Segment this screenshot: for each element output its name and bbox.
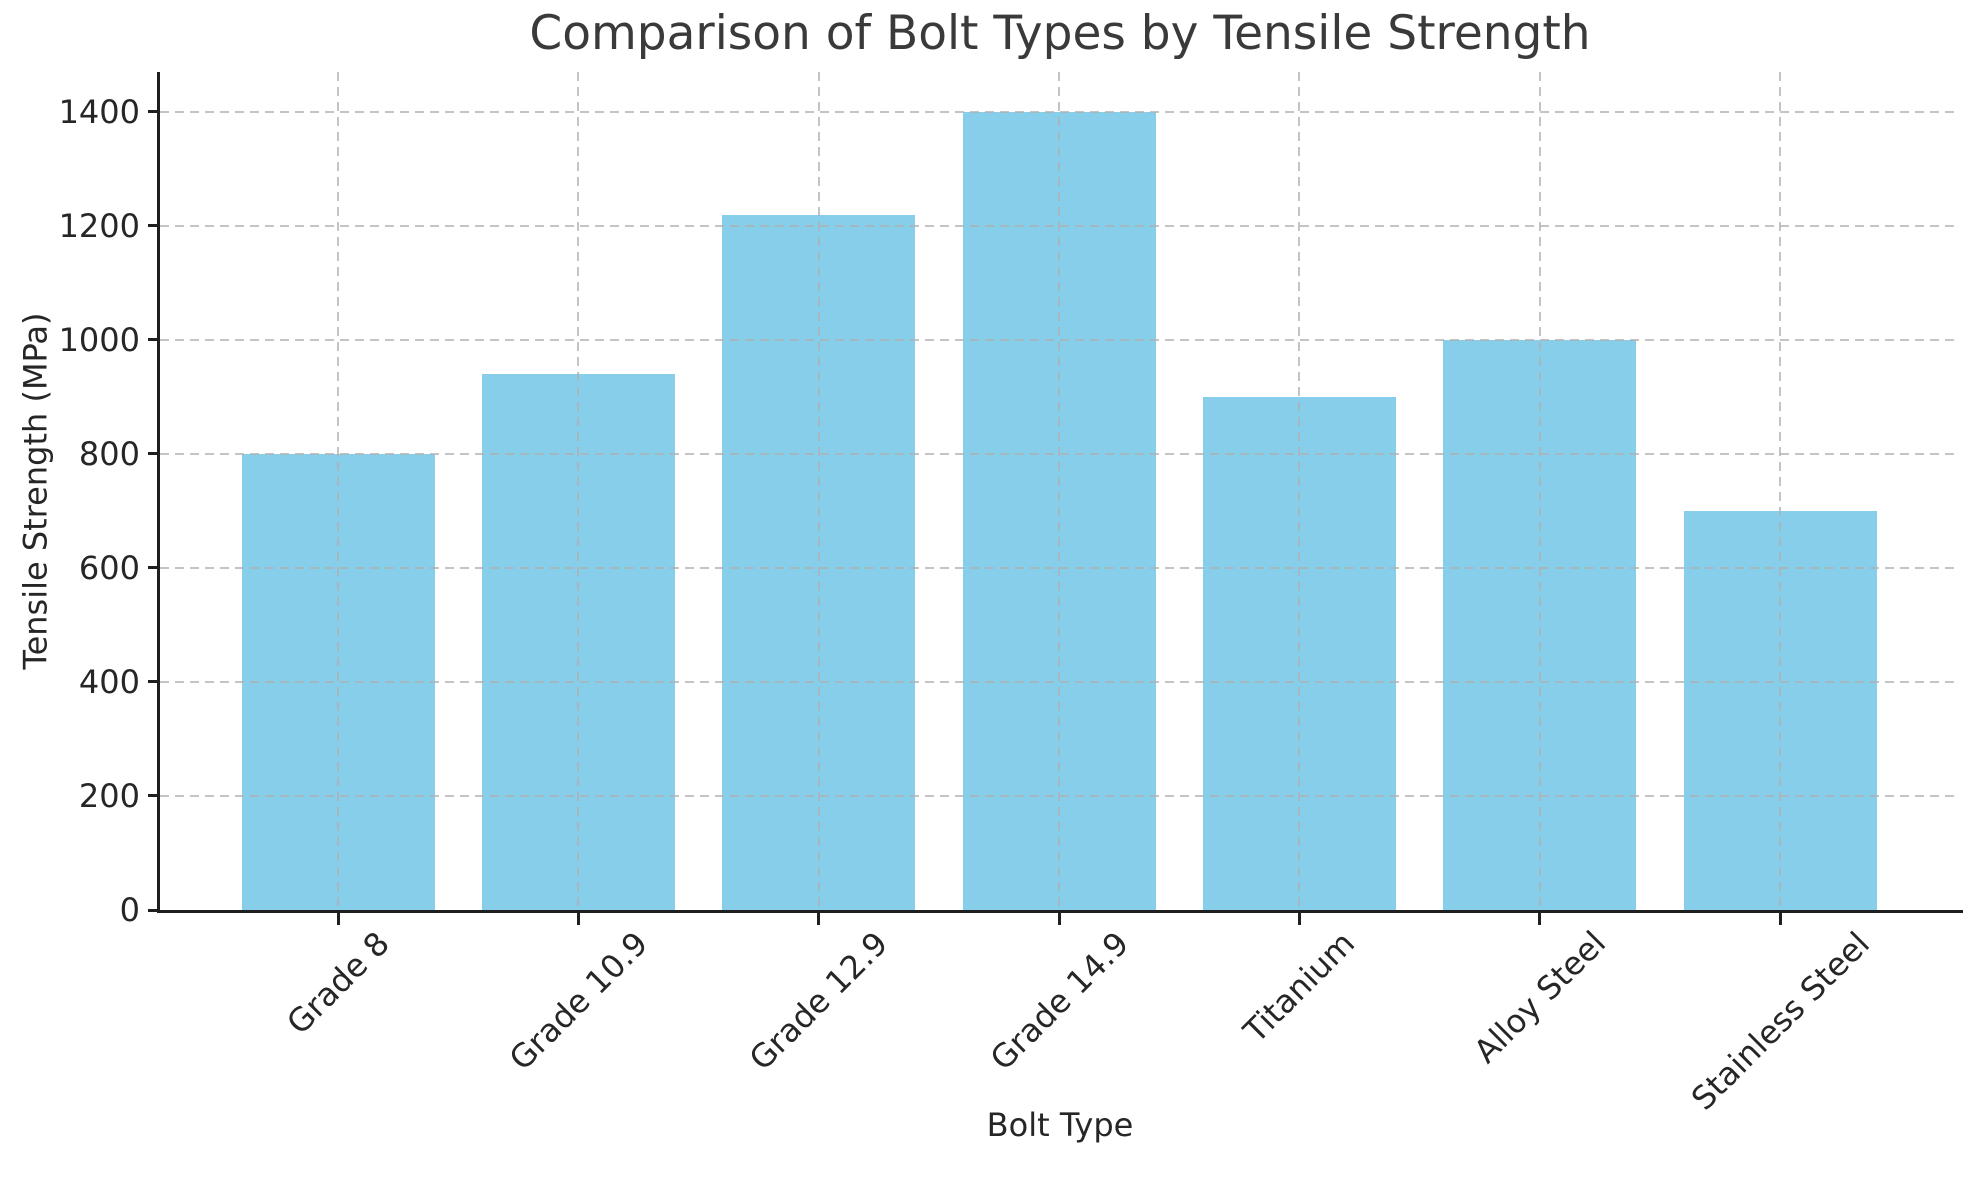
x-tick-label-2: Grade 10.9 bbox=[501, 924, 656, 1078]
y-tick-mark-400 bbox=[148, 680, 160, 684]
chart-title: Comparison of Bolt Types by Tensile Stre… bbox=[529, 6, 1591, 61]
y-tick-label-1000: 1000 bbox=[58, 320, 140, 359]
y-tick-mark-1200 bbox=[148, 224, 160, 228]
v-gridline-2 bbox=[577, 72, 580, 910]
x-tick-mark-2 bbox=[576, 913, 580, 925]
y-tick-label-1400: 1400 bbox=[58, 92, 140, 131]
x-tick-mark-7 bbox=[1778, 913, 1782, 925]
y-axis-spine bbox=[157, 72, 160, 913]
v-gridline-1 bbox=[337, 72, 339, 910]
x-tick-label-1: Grade 8 bbox=[279, 923, 397, 1042]
y-tick-label-800: 800 bbox=[78, 434, 140, 473]
x-tick-label-5: Titanium bbox=[1236, 923, 1363, 1050]
y-tick-mark-800 bbox=[148, 452, 160, 456]
y-tick-mark-0 bbox=[148, 908, 160, 912]
y-tick-mark-600 bbox=[148, 566, 160, 570]
v-gridline-7 bbox=[1779, 72, 1781, 910]
x-axis-label: Bolt Type bbox=[986, 1106, 1134, 1144]
x-axis-spine bbox=[157, 910, 1963, 913]
y-tick-label-0: 0 bbox=[119, 891, 140, 929]
x-tick-label-3: Grade 12.9 bbox=[741, 924, 896, 1078]
x-tick-label-7: Stainless Steel bbox=[1683, 924, 1877, 1117]
y-tick-mark-1000 bbox=[148, 338, 160, 342]
v-gridline-4 bbox=[1058, 72, 1060, 910]
y-tick-mark-1400 bbox=[148, 110, 160, 114]
x-tick-mark-1 bbox=[336, 913, 340, 925]
y-tick-label-200: 200 bbox=[78, 776, 140, 815]
v-gridline-5 bbox=[1298, 72, 1301, 910]
y-tick-label-400: 400 bbox=[78, 662, 140, 701]
x-tick-label-6: Alloy Steel bbox=[1466, 923, 1614, 1071]
x-tick-mark-4 bbox=[1057, 913, 1061, 925]
x-tick-mark-3 bbox=[817, 913, 821, 925]
x-tick-label-4: Grade 14.9 bbox=[982, 924, 1136, 1078]
x-tick-mark-5 bbox=[1297, 913, 1301, 925]
y-tick-label-1200: 1200 bbox=[58, 206, 140, 245]
v-gridline-6 bbox=[1538, 72, 1541, 910]
y-tick-mark-200 bbox=[148, 794, 160, 798]
x-tick-mark-6 bbox=[1538, 913, 1542, 925]
y-tick-label-600: 600 bbox=[78, 548, 140, 587]
v-gridline-3 bbox=[817, 72, 820, 910]
